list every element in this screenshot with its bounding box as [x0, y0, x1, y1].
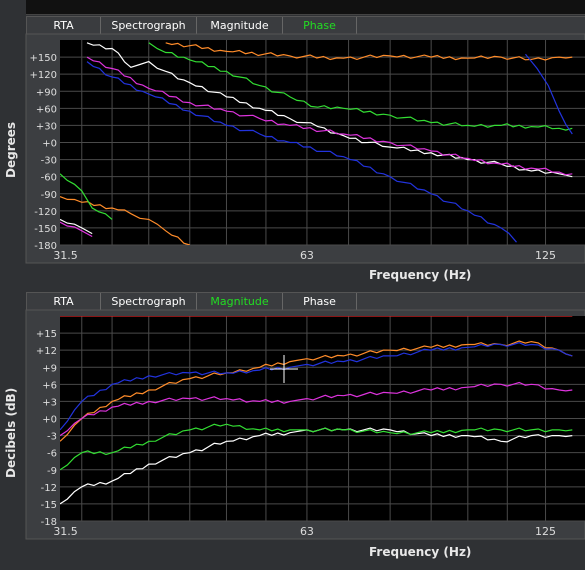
series-line-magenta-low: [60, 221, 93, 238]
y-tick-label: -150: [34, 224, 57, 235]
series-line-green: [148, 42, 573, 131]
tab-magnitude[interactable]: Magnitude: [197, 293, 283, 311]
previous-panel-strip: [26, 0, 585, 15]
x-tick-label: 125: [535, 525, 556, 538]
y-tick-label: +9: [42, 363, 57, 374]
x-tick-label: 31.5: [53, 249, 78, 262]
series-line-green-low: [60, 173, 113, 220]
tab-spectrograph[interactable]: Spectrograph: [101, 17, 197, 35]
tab-phase[interactable]: Phase: [283, 17, 357, 35]
y-tick-label: -120: [34, 207, 57, 218]
series-line-white-low: [60, 218, 93, 235]
y-tick-label: +30: [36, 121, 57, 132]
x-axis-label-top: Frequency (Hz): [369, 268, 472, 282]
y-tick-label: -60: [41, 173, 57, 184]
series-line-orange: [60, 340, 573, 442]
y-tick-label: -18: [41, 517, 57, 528]
y-tick-label: -6: [47, 449, 57, 460]
series-group: [60, 316, 573, 505]
phase-chart: +150 +120 +90 +60 +30 +0 -30 -60 -90 -120 -150 -180…: [25, 33, 585, 264]
series-line-white: [86, 42, 573, 178]
y-tick-label: +15: [36, 329, 57, 340]
y-tick-label: +90: [36, 87, 57, 98]
series-line-magenta: [86, 56, 573, 176]
x-tick-label: 63: [300, 525, 314, 538]
y-tick-label: +60: [36, 104, 57, 115]
y-tick-label: -3: [47, 432, 57, 443]
y-tick-label: +3: [42, 397, 57, 408]
y-tick-label: +0: [42, 139, 57, 150]
x-tick-label: 63: [300, 249, 314, 262]
series-line-blue: [86, 61, 517, 243]
tab-magnitude[interactable]: Magnitude: [197, 17, 283, 35]
y-tick-label: -12: [41, 483, 57, 494]
series-line-orange: [165, 42, 573, 61]
y-tick-label: -90: [41, 190, 57, 201]
y-tick-label: +12: [36, 346, 57, 357]
y-tick-label: -30: [41, 156, 57, 167]
y-tick-label: +6: [42, 380, 57, 391]
series-line-blue-right: [525, 53, 573, 135]
tab-phase[interactable]: Phase: [283, 293, 357, 311]
series-line-green: [60, 423, 573, 471]
series-line-orange-low: [60, 196, 190, 245]
tab-rta[interactable]: RTA: [27, 17, 101, 35]
x-tick-label: 31.5: [53, 525, 78, 538]
series-line-blue: [60, 342, 573, 431]
x-tick-label: 125: [535, 249, 556, 262]
y-tick-label: -180: [34, 241, 57, 252]
y-tick-label: -15: [41, 500, 57, 511]
y-tick-label: -9: [47, 466, 57, 477]
tab-rta[interactable]: RTA: [27, 293, 101, 311]
series-group: [60, 42, 573, 245]
tab-spectrograph[interactable]: Spectrograph: [101, 293, 197, 311]
y-tick-label: +0: [42, 415, 57, 426]
y-tick-label: +150: [30, 53, 57, 64]
x-axis-label-bottom: Frequency (Hz): [369, 545, 472, 559]
series-line-magenta: [60, 381, 573, 437]
y-tick-label: +120: [30, 70, 57, 81]
